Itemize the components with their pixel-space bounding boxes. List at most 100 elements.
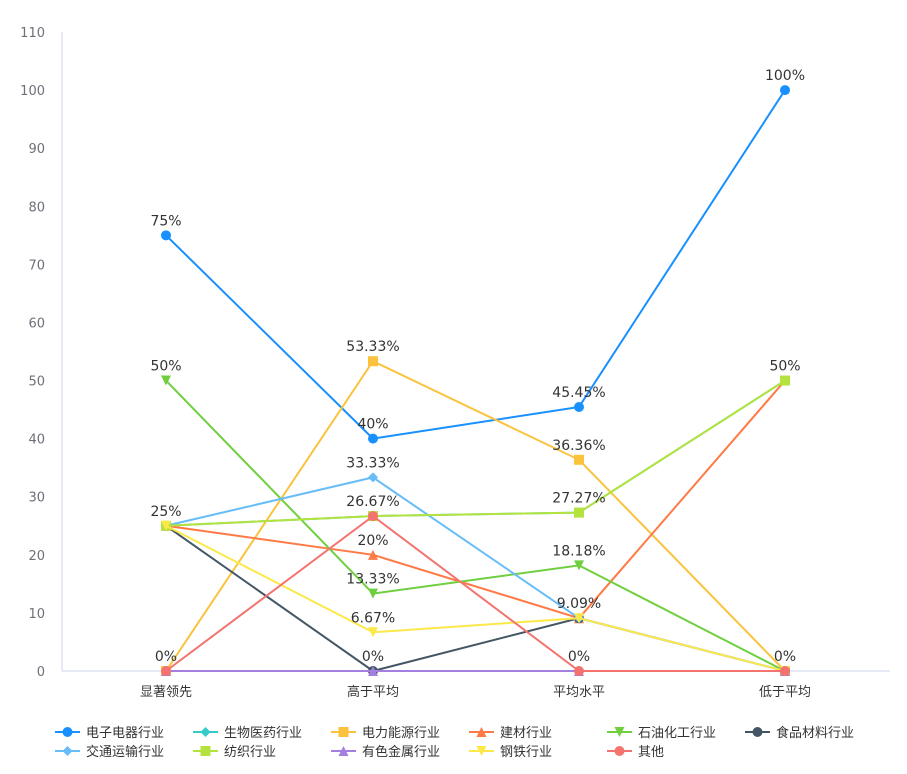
square-marker-icon bbox=[338, 726, 349, 737]
series-lines bbox=[161, 85, 790, 676]
square-marker-icon bbox=[368, 356, 378, 367]
legend-item[interactable]: 生物医药行业 bbox=[193, 722, 331, 741]
legend-item[interactable]: 建材行业 bbox=[469, 722, 607, 741]
diamond-legend-icon bbox=[55, 745, 80, 756]
triangle-down-marker-icon bbox=[574, 613, 584, 624]
data-label: 18.18% bbox=[552, 543, 605, 559]
data-label: 13.33% bbox=[346, 572, 399, 588]
data-label: 0% bbox=[362, 649, 384, 665]
y-tick-label: 10 bbox=[28, 607, 45, 622]
triangle-marker-icon bbox=[338, 745, 349, 756]
legend-item[interactable]: 交通运输行业 bbox=[55, 741, 193, 760]
circle-legend-icon bbox=[55, 726, 80, 737]
y-tick-label: 110 bbox=[20, 26, 45, 41]
square-marker-icon bbox=[200, 745, 211, 756]
data-label: 75% bbox=[150, 213, 181, 229]
series-line[interactable] bbox=[161, 85, 790, 444]
series-line[interactable] bbox=[161, 520, 790, 676]
line-chart: 0 10 20 30 40 50 60 70 80 90 100 110 显著领先 高于平均 平均水平 低于平… bbox=[20, 26, 890, 700]
data-label: 6.67% bbox=[351, 610, 395, 626]
y-tick-label: 70 bbox=[28, 258, 45, 273]
legend-label: 生物医药行业 bbox=[224, 726, 303, 741]
circle-marker-icon bbox=[780, 666, 790, 676]
circle-marker-icon bbox=[62, 726, 73, 737]
diamond-legend-icon bbox=[193, 726, 218, 737]
y-tick-label: 30 bbox=[28, 491, 45, 506]
triangle-down-marker-icon bbox=[368, 588, 378, 599]
x-tick-label: 低于平均 bbox=[759, 685, 811, 700]
axes: 0 10 20 30 40 50 60 70 80 90 100 110 显著领先 高于平均 平均水平 低于平… bbox=[20, 26, 890, 700]
data-label: 53.33% bbox=[346, 339, 399, 355]
triangle-marker-icon bbox=[368, 549, 378, 560]
legend-label: 石油化工行业 bbox=[638, 726, 717, 741]
y-tick-label: 100 bbox=[20, 84, 45, 99]
data-label: 0% bbox=[155, 649, 177, 665]
data-label: 100% bbox=[765, 68, 805, 84]
triangle-down-legend-icon bbox=[469, 745, 494, 756]
legend-item[interactable]: 电力能源行业 bbox=[331, 722, 469, 741]
series-line[interactable] bbox=[161, 520, 790, 676]
legend-item[interactable]: 其他 bbox=[607, 741, 745, 760]
circle-marker-icon bbox=[780, 85, 790, 96]
legend-row: 电子电器行业 生物医药行业 电力能源行业 建材行业 石油化工行业 食品材料行业 bbox=[55, 722, 895, 741]
series-line[interactable] bbox=[161, 375, 790, 531]
data-label: 50% bbox=[769, 359, 800, 375]
y-tick-label: 60 bbox=[28, 316, 45, 331]
data-label: 33.33% bbox=[346, 455, 399, 471]
data-label: 50% bbox=[150, 359, 181, 375]
triangle-legend-icon bbox=[469, 726, 494, 737]
legend: 电子电器行业 生物医药行业 电力能源行业 建材行业 石油化工行业 食品材料行业 交通运输行业… bbox=[55, 722, 895, 760]
legend-label: 钢铁行业 bbox=[500, 745, 553, 760]
square-legend-icon bbox=[331, 726, 356, 737]
legend-label: 其他 bbox=[638, 745, 665, 760]
legend-item[interactable]: 石油化工行业 bbox=[607, 722, 745, 741]
series-line[interactable] bbox=[161, 511, 790, 676]
x-tick-label: 显著领先 bbox=[140, 685, 192, 700]
triangle-down-marker-icon bbox=[161, 520, 171, 531]
circle-marker-icon bbox=[161, 666, 171, 676]
triangle-down-marker-icon bbox=[476, 745, 487, 756]
triangle-down-marker-icon bbox=[161, 375, 171, 386]
circle-marker-icon bbox=[368, 511, 378, 522]
legend-item[interactable]: 有色金属行业 bbox=[331, 741, 469, 760]
y-tick-label: 50 bbox=[28, 375, 45, 390]
legend-label: 电子电器行业 bbox=[86, 726, 165, 741]
square-legend-icon bbox=[193, 745, 218, 756]
data-label: 25% bbox=[150, 504, 181, 520]
triangle-marker-icon bbox=[368, 666, 378, 676]
y-tick-label: 90 bbox=[28, 142, 45, 157]
circle-marker-icon bbox=[574, 666, 584, 676]
legend-item[interactable]: 钢铁行业 bbox=[469, 741, 607, 760]
data-labels: 75% 50% 25% 0% 53.33% 40% 33.33% 26.67% 20% 13.33… bbox=[150, 68, 805, 665]
data-label: 0% bbox=[568, 649, 590, 665]
circle-marker-icon bbox=[752, 726, 763, 737]
square-marker-icon bbox=[574, 454, 584, 465]
circle-marker-icon bbox=[574, 401, 584, 412]
series-line[interactable] bbox=[161, 375, 790, 624]
triangle-down-marker-icon bbox=[368, 627, 378, 638]
legend-item[interactable]: 纺织行业 bbox=[193, 741, 331, 760]
diamond-marker-icon bbox=[368, 472, 378, 483]
data-label: 0% bbox=[774, 649, 796, 665]
data-label: 45.45% bbox=[552, 385, 605, 401]
y-tick-label: 0 bbox=[37, 665, 45, 680]
legend-label: 有色金属行业 bbox=[362, 745, 441, 760]
circle-marker-icon bbox=[614, 745, 625, 756]
legend-item[interactable]: 食品材料行业 bbox=[745, 722, 883, 741]
legend-item[interactable]: 电子电器行业 bbox=[55, 722, 193, 741]
triangle-down-legend-icon bbox=[607, 726, 632, 737]
data-label: 40% bbox=[357, 417, 388, 433]
legend-row: 交通运输行业 纺织行业 有色金属行业 钢铁行业 其他 bbox=[55, 741, 895, 760]
circle-marker-icon bbox=[368, 433, 378, 444]
square-marker-icon bbox=[780, 375, 790, 386]
square-marker-icon bbox=[574, 507, 584, 518]
data-label: 36.36% bbox=[552, 438, 605, 454]
series-line[interactable] bbox=[161, 356, 790, 676]
x-tick-label: 高于平均 bbox=[347, 684, 399, 700]
series-line[interactable] bbox=[161, 375, 790, 531]
y-tick-label: 20 bbox=[28, 549, 45, 564]
data-label: 26.67% bbox=[346, 494, 399, 510]
series-line[interactable] bbox=[161, 375, 790, 676]
triangle-down-marker-icon bbox=[614, 726, 625, 737]
x-tick-label: 平均水平 bbox=[553, 685, 605, 700]
